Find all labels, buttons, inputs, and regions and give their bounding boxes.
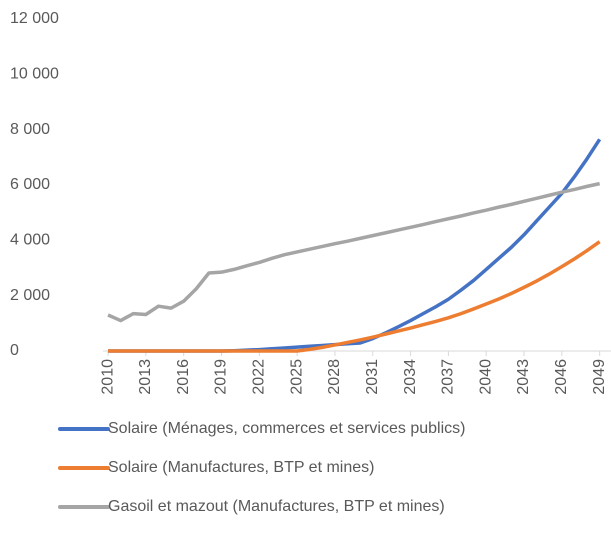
series-line xyxy=(107,181,601,323)
y-tick-label: 12 000 xyxy=(10,10,59,27)
x-tick-label: 2025 xyxy=(288,359,305,395)
series-line xyxy=(108,138,602,353)
y-tick-label: 8 000 xyxy=(10,121,50,138)
x-tick-label: 2019 xyxy=(213,359,230,395)
legend-label: Solaire (Ménages, commerces et services … xyxy=(108,420,465,437)
x-tick-label: 2034 xyxy=(402,359,419,395)
x-tick-label: 2016 xyxy=(175,359,192,395)
legend-label: Solaire (Manufactures, BTP et mines) xyxy=(108,459,374,476)
x-tick-label: 2046 xyxy=(553,359,570,395)
x-tick-label: 2043 xyxy=(515,359,532,395)
x-tick-label: 2049 xyxy=(591,359,608,395)
legend-label: Gasoil et mazout (Manufactures, BTP et m… xyxy=(108,498,445,515)
x-tick-label: 2010 xyxy=(99,359,116,395)
y-tick-label: 2 000 xyxy=(10,287,50,304)
y-tick-label: 10 000 xyxy=(10,66,59,83)
x-tick-label: 2022 xyxy=(251,359,268,395)
y-tick-label: 6 000 xyxy=(10,176,50,193)
series-line xyxy=(108,240,601,353)
x-tick-label: 2040 xyxy=(477,359,494,395)
x-tick-label: 2037 xyxy=(440,359,457,395)
x-tick-label: 2028 xyxy=(326,359,343,395)
x-tick-label: 2031 xyxy=(364,359,381,395)
x-tick-label: 2013 xyxy=(137,359,154,395)
plot-area xyxy=(107,138,602,353)
y-tick-label: 0 xyxy=(10,342,19,359)
y-tick-label: 4 000 xyxy=(10,232,50,249)
